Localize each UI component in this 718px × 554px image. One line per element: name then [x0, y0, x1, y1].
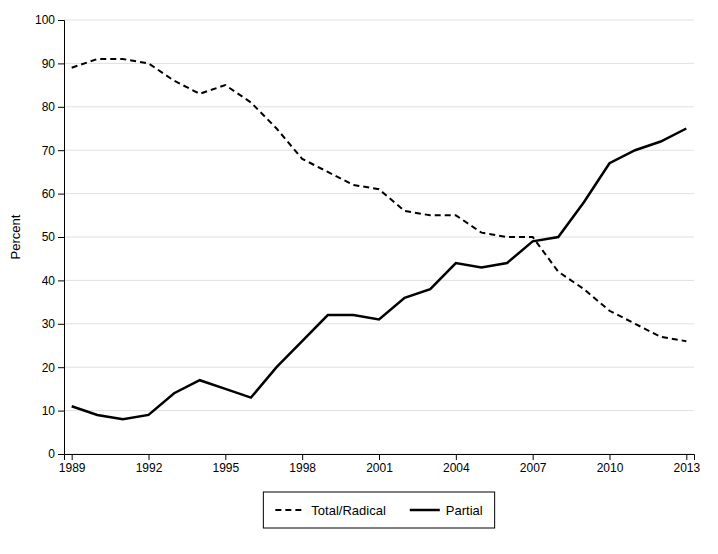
x-tick-label: 2004: [443, 461, 470, 475]
y-tick-mark: [58, 454, 64, 455]
y-tick: 50: [42, 230, 64, 244]
legend-items: Total/Radical Partial: [275, 503, 482, 518]
y-tick-label: 80: [42, 100, 56, 114]
x-tick: 2001: [366, 454, 393, 475]
series-line: [72, 59, 687, 341]
y-tick-mark: [58, 150, 64, 151]
y-tick-label: 40: [42, 274, 56, 288]
y-tick-label: 50: [42, 230, 56, 244]
legend-swatch: [410, 509, 440, 512]
y-tick-mark: [58, 107, 64, 108]
y-tick-mark: [58, 63, 64, 64]
y-tick: 0: [48, 447, 64, 461]
x-tick-label: 2013: [673, 461, 700, 475]
y-tick: 60: [42, 187, 64, 201]
y-tick-mark: [58, 411, 64, 412]
y-tick: 90: [42, 57, 64, 71]
y-tick-label: 100: [35, 13, 55, 27]
y-grid-line: [64, 280, 694, 281]
legend: Total/Radical Partial: [263, 492, 494, 528]
y-grid-line: [64, 323, 694, 324]
legend-swatch: [275, 509, 305, 511]
x-tick-mark: [302, 454, 303, 460]
grid: [64, 20, 694, 454]
x-tick: 2004: [443, 454, 470, 475]
x-tick-mark: [379, 454, 380, 460]
y-tick-label: 0: [48, 447, 55, 461]
y-tick-label: 70: [42, 144, 56, 158]
x-tick-mark: [533, 454, 534, 460]
series-line: [72, 129, 687, 420]
y-tick-label: 60: [42, 187, 56, 201]
chart-container: 1989 1992 1995 1998 2001 2004 2007 2010 2013 0 10 2…: [0, 0, 718, 554]
y-tick: 30: [42, 317, 64, 331]
y-tick-label: 90: [42, 57, 56, 71]
x-tick-label: 1998: [289, 461, 316, 475]
x-tick: 1989: [59, 454, 86, 475]
plot-area: 1989 1992 1995 1998 2001 2004 2007 2010 2013 0 10 2…: [8, 13, 700, 528]
legend-label: Total/Radical: [311, 503, 386, 518]
x-tick: 1998: [289, 454, 316, 475]
y-tick-label: 30: [42, 317, 56, 331]
y-grid-line: [64, 367, 694, 368]
x-axis: 1989 1992 1995 1998 2001 2004 2007 2010 2013: [59, 454, 701, 475]
legend-item: Partial: [410, 503, 483, 518]
x-axis-line: [65, 455, 695, 461]
y-axis: 0 10 20 30 40 50 60 70 80 90 100: [35, 13, 65, 461]
y-tick-mark: [58, 20, 64, 21]
y-tick-mark: [58, 324, 64, 325]
lines: [72, 59, 687, 419]
legend-label: Partial: [446, 503, 483, 518]
y-tick: 40: [42, 274, 64, 288]
y-grid-line: [64, 150, 694, 151]
x-tick-label: 2007: [520, 461, 547, 475]
y-axis-title: Percent: [8, 214, 23, 259]
x-tick-mark: [686, 454, 687, 460]
y-tick: 80: [42, 100, 64, 114]
y-grid-line: [64, 106, 694, 107]
legend-item: Total/Radical: [275, 503, 386, 518]
legend-frame: [263, 492, 494, 528]
y-tick-mark: [58, 280, 64, 281]
y-tick: 10: [42, 404, 64, 418]
x-tick: 1992: [136, 454, 163, 475]
x-tick-label: 1989: [59, 461, 86, 475]
y-grid-line: [64, 63, 694, 64]
y-tick-mark: [58, 237, 64, 238]
x-tick-mark: [456, 454, 457, 460]
x-tick: 2010: [597, 454, 624, 475]
y-tick-mark: [58, 194, 64, 195]
y-grid-line: [64, 410, 694, 411]
x-tick: 2007: [520, 454, 547, 475]
x-tick-mark: [72, 454, 73, 460]
y-tick-label: 20: [42, 361, 56, 375]
x-tick-mark: [609, 454, 610, 460]
y-tick: 100: [35, 13, 64, 27]
x-tick-label: 2010: [597, 461, 624, 475]
x-tick: 2013: [673, 454, 700, 475]
y-tick: 20: [42, 361, 64, 375]
y-grid-line: [64, 20, 694, 21]
x-tick-label: 2001: [366, 461, 393, 475]
x-tick-label: 1995: [212, 461, 239, 475]
chart-svg: 1989 1992 1995 1998 2001 2004 2007 2010 2013 0 10 2…: [0, 0, 718, 554]
x-tick-mark: [225, 454, 226, 460]
x-tick-mark: [149, 454, 150, 460]
x-tick-label: 1992: [136, 461, 163, 475]
y-tick: 70: [42, 144, 64, 158]
y-grid-line: [64, 237, 694, 238]
y-tick-label: 10: [42, 404, 56, 418]
y-grid-line: [64, 193, 694, 194]
x-tick: 1995: [212, 454, 239, 475]
y-axis-line: [58, 21, 65, 455]
y-tick-mark: [58, 367, 64, 368]
